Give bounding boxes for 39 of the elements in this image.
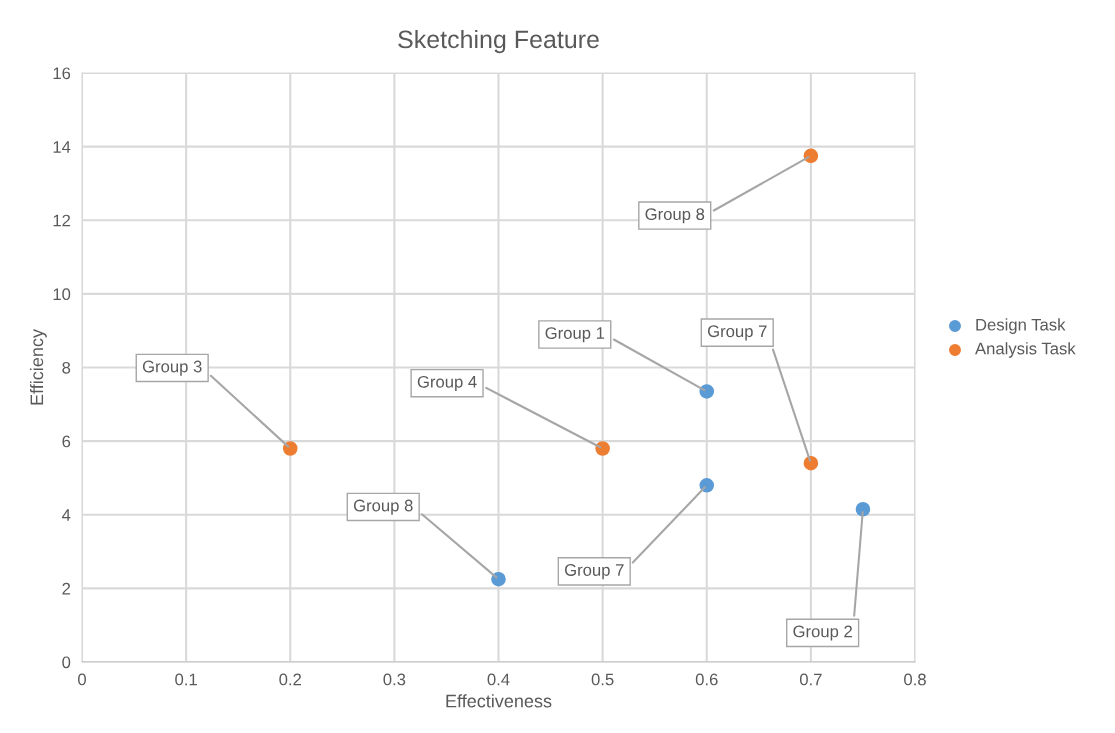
y-tick-label: 2 (62, 582, 71, 595)
point (699, 478, 715, 493)
annotation: Group 8 (353, 499, 413, 515)
x-tick-label: 0 (78, 673, 86, 686)
annotation: Group 3 (142, 360, 202, 376)
point (491, 571, 506, 587)
y-tick-label: 4 (62, 509, 71, 521)
annotation: Group 7 (564, 564, 624, 580)
x-tick-label: 0.6 (695, 673, 718, 686)
y-tick-label: 6 (62, 435, 71, 448)
point (282, 441, 298, 456)
y-tick-label: 0 (62, 656, 71, 669)
x-tick-label: 0.2 (279, 673, 301, 686)
point (803, 455, 819, 471)
y-tick-label: 14 (53, 141, 71, 153)
point (595, 441, 610, 456)
legend-label: Analysis Task (975, 342, 1076, 358)
x-tick-label: 0.7 (799, 673, 822, 686)
x-tick-label: 0.1 (175, 673, 197, 686)
y-tick-label: 12 (53, 214, 71, 227)
x-tick-label: 0.8 (904, 673, 926, 686)
x-tick-label: 0.5 (591, 673, 614, 686)
x-axis-title: Effectiveness (446, 694, 552, 708)
y-tick-label: 16 (53, 67, 71, 80)
legend-label: Design Task (976, 318, 1066, 334)
annotation: Group 7 (707, 325, 767, 341)
point (803, 148, 819, 164)
annotation: Group 1 (545, 327, 605, 343)
x-tick-label: 0.3 (383, 673, 406, 686)
annotation: Group 8 (645, 208, 705, 224)
y-tick-label: 10 (53, 288, 71, 301)
point (855, 501, 871, 517)
annotation: Group 2 (793, 625, 852, 641)
point (699, 384, 715, 399)
y-axis-title: Efficiency (29, 329, 47, 405)
chart-title: Sketching Feature (398, 29, 599, 54)
y-tick-label: 8 (62, 361, 71, 374)
x-tick-label: 0.4 (487, 673, 510, 686)
annotation: Group 4 (417, 375, 477, 391)
